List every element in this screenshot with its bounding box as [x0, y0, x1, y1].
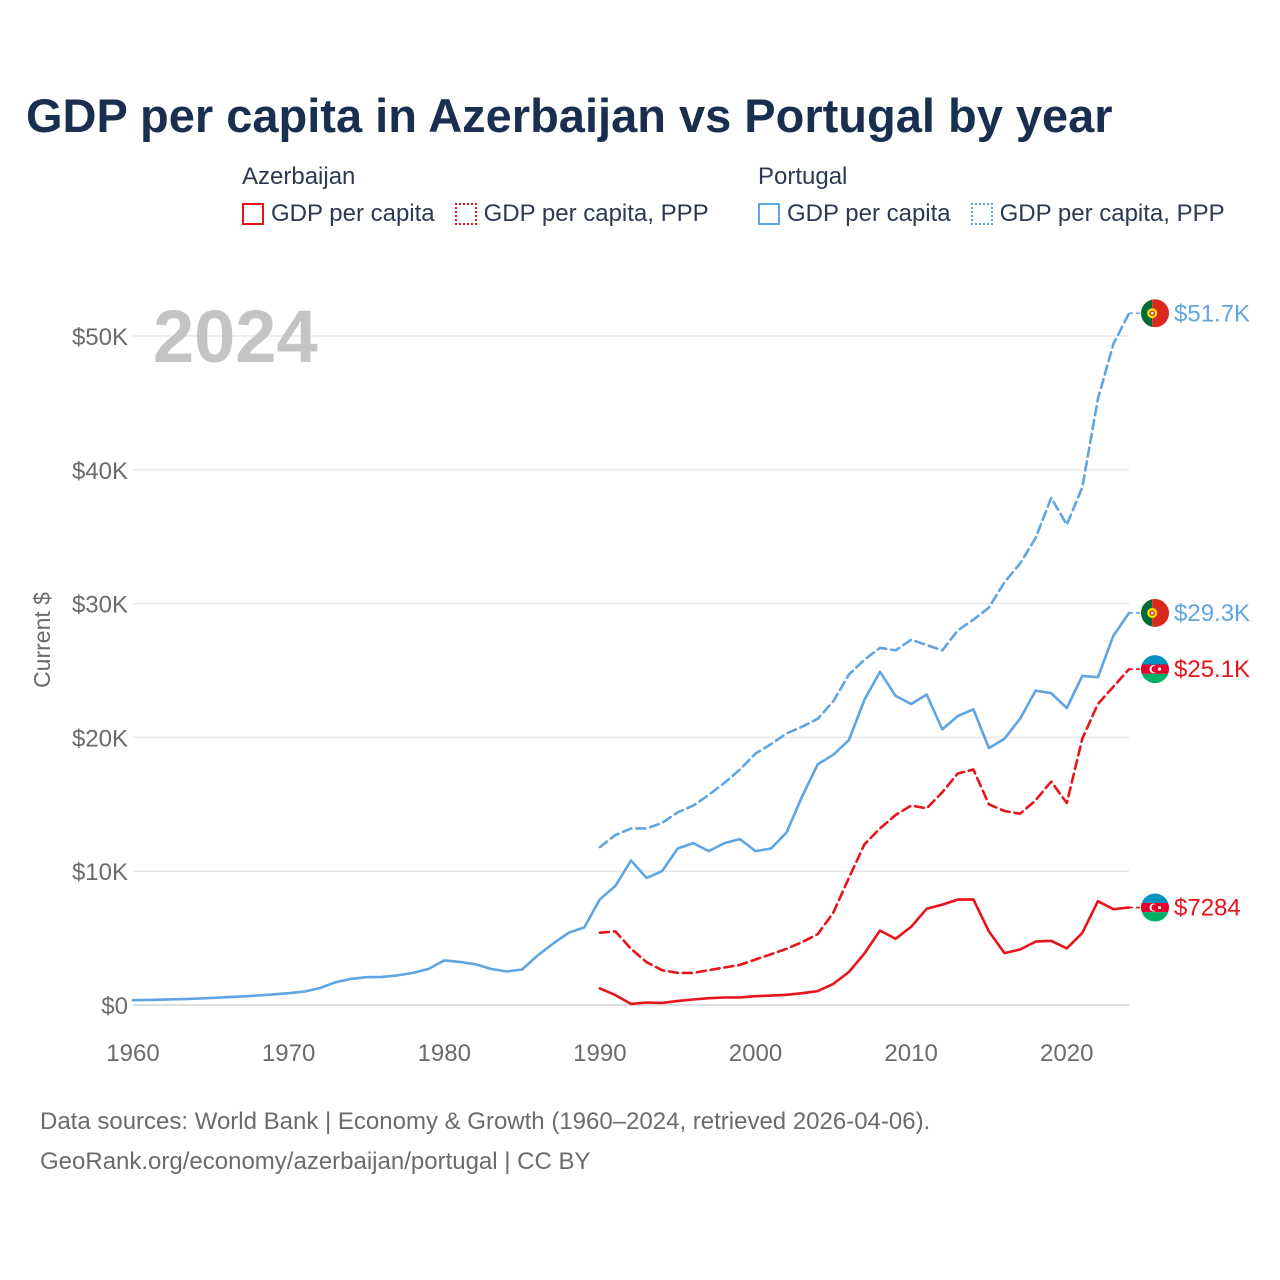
x-tick-label: 1960 — [106, 1040, 159, 1067]
y-tick-label: $20K — [72, 725, 128, 752]
legend-group-portugal: Portugal GDP per capita GDP per capita, … — [758, 160, 1245, 234]
x-axis-ticks: 1960 1970 1980 1990 2000 2010 2020 — [106, 1040, 1093, 1067]
y-tick-label: $40K — [72, 458, 128, 485]
legend-item-azerbaijan-ppp[interactable]: GDP per capita, PPP — [454, 200, 709, 228]
legend-swatch-azerbaijan-ppp — [454, 203, 477, 225]
x-tick-label: 1980 — [418, 1040, 471, 1067]
legend-label-portugal-gdp: GDP per capita — [787, 200, 951, 227]
x-tick-label: 2010 — [884, 1040, 937, 1067]
legend-row-azerbaijan: GDP per capita GDP per capita, PPP — [242, 194, 729, 234]
legend-row-portugal: GDP per capita GDP per capita, PPP — [758, 194, 1245, 234]
legend-label-portugal-ppp: GDP per capita, PPP — [999, 200, 1225, 227]
y-tick-label: $50K — [72, 324, 128, 351]
grid-lines — [133, 335, 1129, 1006]
series-line-portugal-ppp[interactable] — [598, 311, 1131, 849]
legend-label-azerbaijan-ppp: GDP per capita, PPP — [483, 200, 709, 227]
legend-label-azerbaijan-gdp: GDP per capita — [271, 200, 435, 227]
series-line-azerbaijan-gdp[interactable] — [598, 898, 1131, 1006]
end-markers: $51.7K $29.3K $25.1K $7284 — [1129, 299, 1250, 922]
y-axis-ticks: $0 $10K $20K $30K $40K $50K — [72, 324, 128, 1020]
y-tick-label: $0 — [101, 993, 128, 1020]
portugal-flag-icon — [1141, 299, 1169, 328]
azerbaijan-flag-icon — [1141, 655, 1169, 684]
x-tick-label: 2000 — [729, 1040, 782, 1067]
legend-item-portugal-ppp[interactable]: GDP per capita, PPP — [970, 200, 1225, 228]
legend-item-azerbaijan-gdp[interactable]: GDP per capita — [242, 200, 435, 228]
y-tick-label: $30K — [72, 592, 128, 619]
legend-country-azerbaijan: Azerbaijan — [242, 163, 356, 190]
y-axis-label: Current $ — [29, 592, 55, 688]
chart-title: GDP per capita in Azerbaijan vs Portugal… — [26, 89, 1113, 142]
legend-item-portugal-gdp[interactable]: GDP per capita — [758, 200, 951, 228]
footer-source: Data sources: World Bank | Economy & Gro… — [40, 1108, 931, 1135]
x-tick-label: 1990 — [573, 1040, 626, 1067]
year-watermark: 2024 — [153, 295, 318, 378]
footer-attribution[interactable]: GeoRank.org/economy/azerbaijan/portugal … — [40, 1148, 591, 1175]
end-value-label: $25.1K — [1174, 656, 1250, 683]
legend-country-portugal: Portugal — [758, 163, 848, 190]
end-value-label: $7284 — [1174, 895, 1241, 922]
azerbaijan-flag-icon — [1141, 893, 1169, 922]
x-tick-label: 1970 — [262, 1040, 315, 1067]
legend-group-azerbaijan: Azerbaijan GDP per capita GDP per capita… — [242, 160, 729, 234]
series-line-portugal-gdp[interactable] — [131, 611, 1131, 1002]
series-line-azerbaijan-ppp[interactable] — [598, 667, 1131, 975]
legend-swatch-portugal-gdp — [758, 203, 780, 225]
x-tick-label: 2020 — [1040, 1040, 1093, 1067]
end-value-label: $51.7K — [1174, 300, 1250, 327]
legend-swatch-azerbaijan-gdp — [242, 203, 264, 225]
legend-swatch-portugal-ppp — [970, 203, 993, 225]
portugal-flag-icon — [1141, 598, 1169, 627]
line-chart: 2024 $0 $10K $20K $30K $40K $50K 1960 1970 1980… — [29, 295, 1250, 1067]
y-tick-label: $10K — [72, 859, 128, 886]
series-lines — [131, 311, 1131, 1006]
end-value-label: $29.3K — [1174, 600, 1250, 627]
